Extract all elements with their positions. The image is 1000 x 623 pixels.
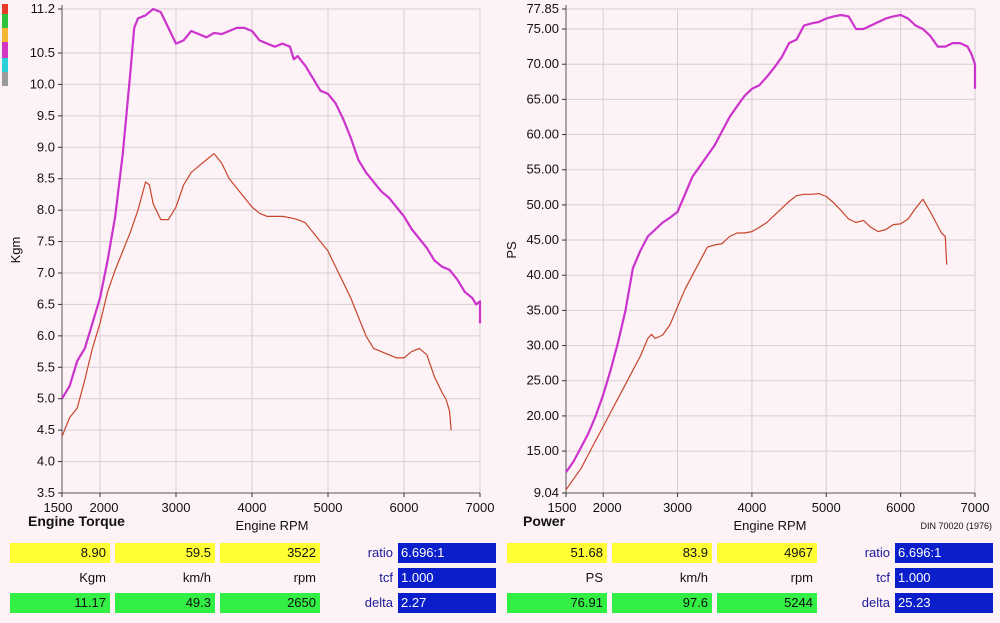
legend-swatch-gray[interactable] (2, 72, 8, 86)
x-axis-label: Engine RPM (734, 518, 807, 533)
series-line-lower (565, 193, 948, 491)
y-tick-label: 10.0 (30, 76, 55, 91)
y-tick-label: 7.0 (37, 265, 55, 280)
x-tick-label: 1500 (44, 500, 73, 515)
y-tick-label: 9.5 (37, 108, 55, 123)
y-tick-label: 10.5 (30, 45, 55, 60)
legend-swatch-red[interactable] (2, 4, 8, 14)
cursor-value-1: 83.9 (612, 543, 712, 563)
series-line-upper (565, 13, 977, 473)
peak-value-0: 76.91 (507, 593, 607, 613)
cursor-value-2: 4967 (717, 543, 817, 563)
y-tick-label: 30.00 (526, 338, 559, 353)
y-tick-label: 5.0 (37, 391, 55, 406)
y-tick-label: 6.0 (37, 328, 55, 343)
y-tick-label: 11.2 (31, 1, 55, 16)
x-tick-label: 7000 (466, 500, 495, 515)
standard-note: DIN 70020 (1976) (920, 521, 992, 531)
legend-swatch-cyan[interactable] (2, 58, 8, 72)
x-tick-label: 2000 (90, 500, 119, 515)
y-tick-label: 7.5 (37, 234, 55, 249)
cursor-value-0: 8.90 (10, 543, 110, 563)
y-tick-label: 5.5 (37, 359, 55, 374)
x-tick-label: 2000 (593, 500, 622, 515)
unit-label-2: rpm (293, 570, 316, 585)
chart-title: Engine Torque (28, 513, 125, 529)
legend-swatch-green[interactable] (2, 14, 8, 28)
series-line-lower (61, 153, 452, 437)
x-tick-label: 4000 (737, 500, 766, 515)
ratio-label: ratio (367, 545, 393, 560)
y-tick-label: 60.00 (526, 127, 559, 142)
y-tick-label: 3.5 (37, 485, 55, 500)
legend-swatch-magenta[interactable] (2, 42, 8, 58)
y-tick-label: 8.0 (37, 202, 55, 217)
y-tick-label: 20.00 (526, 408, 559, 423)
unit-label-1: km/h (679, 570, 708, 585)
y-tick-label: 75.00 (526, 21, 559, 36)
cursor-value-1: 59.5 (115, 543, 215, 563)
delta-label: delta (861, 595, 890, 610)
y-tick-label: 25.00 (526, 373, 559, 388)
y-tick-label: 4.5 (37, 422, 55, 437)
peak-value-0: 11.17 (10, 593, 110, 613)
x-tick-label: 4000 (238, 500, 267, 515)
y-tick-label: 15.00 (526, 443, 559, 458)
tcf-label: tcf (876, 570, 890, 585)
x-axis-label: Engine RPM (236, 518, 309, 533)
ratio-value[interactable]: 6.696:1 (895, 543, 993, 563)
x-tick-label: 1500 (548, 500, 577, 515)
x-tick-label: 7000 (961, 500, 990, 515)
y-tick-label: 35.00 (526, 302, 559, 317)
y-tick-label: 45.00 (526, 232, 559, 247)
cursor-value-2: 3522 (220, 543, 320, 563)
unit-label-0: Kgm (79, 570, 106, 585)
ratio-value[interactable]: 6.696:1 (398, 543, 496, 563)
y-tick-label: 65.00 (526, 91, 559, 106)
y-tick-label: 9.0 (37, 139, 55, 154)
unit-label-1: km/h (182, 570, 211, 585)
y-tick-label: 50.00 (526, 197, 559, 212)
peak-value-2: 5244 (717, 593, 817, 613)
y-tick-label: 9.04 (534, 485, 559, 500)
peak-value-2: 2650 (220, 593, 320, 613)
dyno-charts: 3.5 4.0 4.5 5.0 5.5 6.0 6.5 7.0 7.5 8.0 8.5 9.0 9.5 1… (8, 1, 992, 533)
y-tick-label: 8.5 (37, 171, 55, 186)
x-tick-label: 3000 (162, 500, 191, 515)
y-tick-label: 70.00 (526, 56, 559, 71)
series-line-upper (61, 7, 482, 400)
delta-value[interactable]: 25.23 (895, 593, 993, 613)
tcf-value[interactable]: 1.000 (398, 568, 496, 588)
tcf-label: tcf (379, 570, 393, 585)
chart-title: Power (523, 513, 566, 529)
x-tick-label: 5000 (812, 500, 841, 515)
x-tick-label: 6000 (886, 500, 915, 515)
y-tick-label: 4.0 (37, 454, 55, 469)
y-tick-label: 55.00 (526, 162, 559, 177)
unit-label-2: rpm (790, 570, 813, 585)
cursor-value-0: 51.68 (507, 543, 607, 563)
tcf-value[interactable]: 1.000 (895, 568, 993, 588)
y-tick-label: 40.00 (526, 267, 559, 282)
x-tick-label: 5000 (314, 500, 343, 515)
y-axis-label: Kgm (8, 237, 23, 264)
unit-label-0: PS (585, 570, 603, 585)
delta-value[interactable]: 2.27 (398, 593, 496, 613)
legend-swatch-orange[interactable] (2, 28, 8, 42)
ratio-label: ratio (864, 545, 890, 560)
x-tick-label: 6000 (390, 500, 419, 515)
x-tick-label: 3000 (663, 500, 692, 515)
delta-label: delta (364, 595, 393, 610)
y-tick-label: 77.85 (526, 1, 559, 16)
y-tick-label: 6.5 (37, 296, 55, 311)
peak-value-1: 97.6 (612, 593, 712, 613)
y-axis-label: PS (504, 241, 519, 259)
peak-value-1: 49.3 (115, 593, 215, 613)
